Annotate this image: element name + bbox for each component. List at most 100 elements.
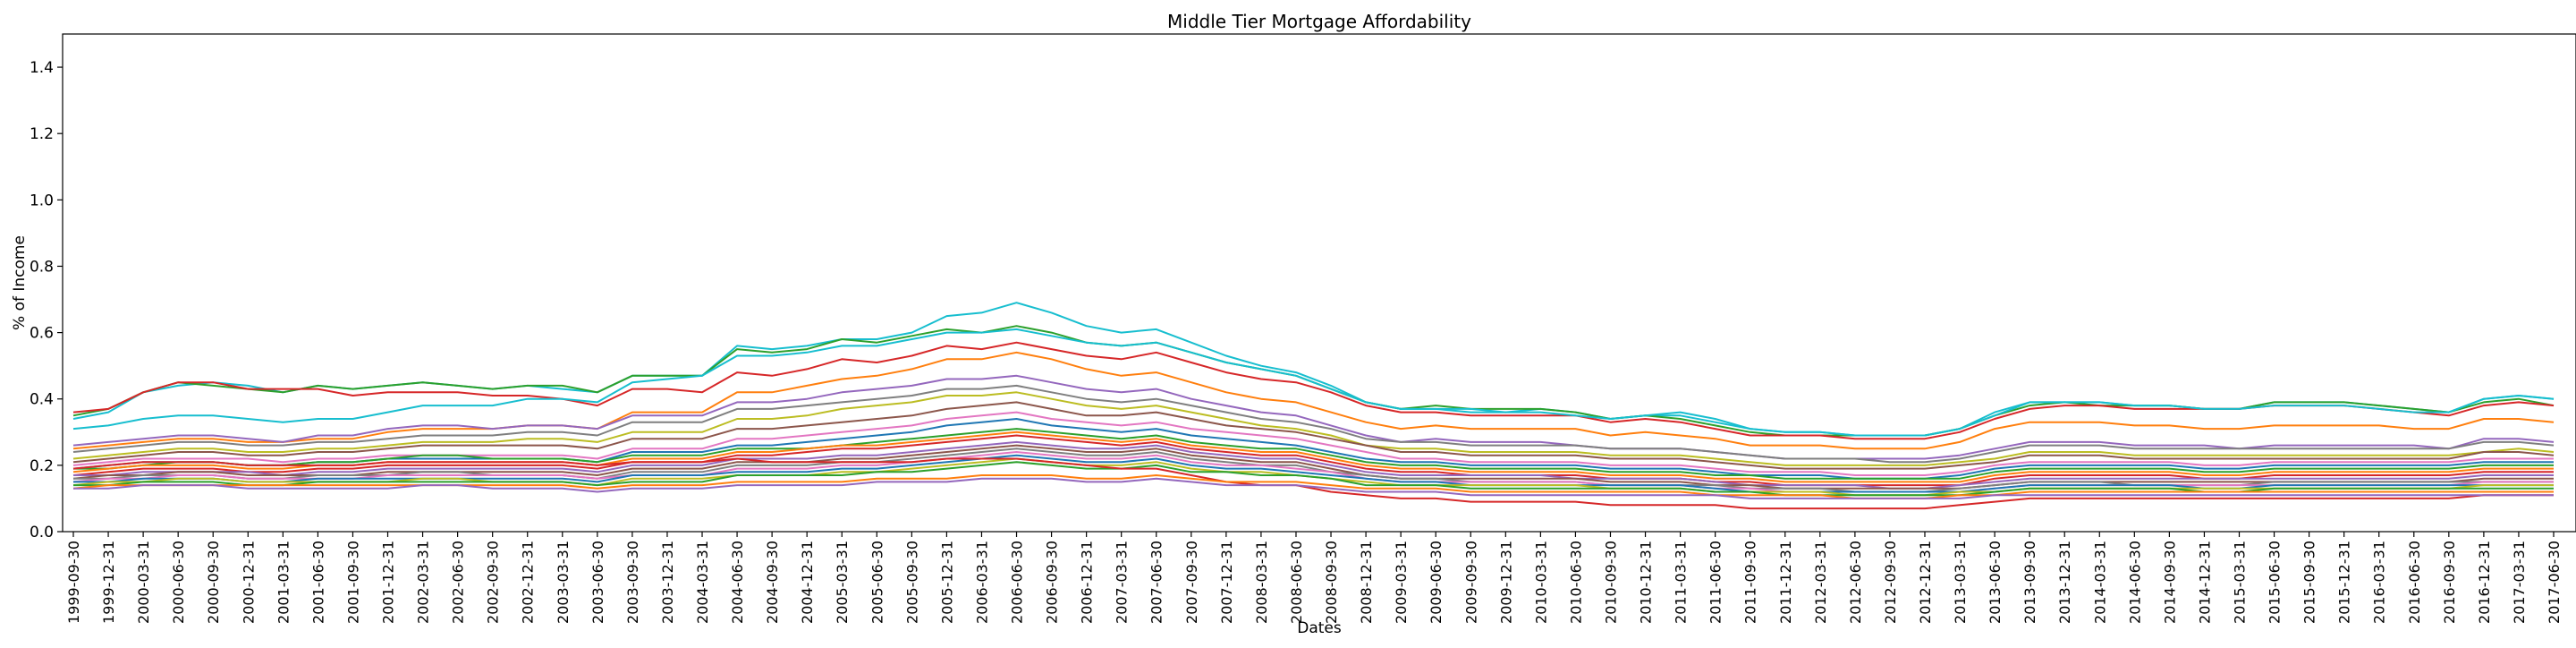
x-tick-label: 2010-06-30 [1567, 541, 1584, 624]
series-line-6 [72, 374, 2555, 460]
y-tick-label: 1.2 [30, 125, 54, 143]
y-tick-label: 0.4 [30, 391, 54, 409]
series-line-22 [72, 457, 2554, 510]
x-tick-label: 2005-03-31 [834, 541, 851, 624]
x-tick-label: 2004-06-30 [729, 541, 746, 624]
x-tick-label: 2012-03-31 [1812, 541, 1829, 624]
series-line-15 [73, 440, 2554, 490]
y-tick-label: 0.6 [30, 325, 54, 343]
x-tick-label: 2000-03-31 [135, 541, 152, 624]
series-line-2 [72, 325, 2555, 437]
x-tick-label: 2010-09-30 [1603, 541, 1620, 624]
x-tick-label: 2013-09-30 [2021, 541, 2038, 624]
x-tick-label: 2011-03-31 [1673, 541, 1690, 624]
x-tick-label: 2011-12-31 [1777, 541, 1794, 624]
x-tick-label: 2016-09-30 [2441, 541, 2458, 624]
x-tick-label: 2000-12-31 [240, 541, 257, 624]
x-tick-label: 2009-06-30 [1428, 541, 1445, 624]
series-layer [72, 302, 2555, 510]
x-tick-label: 2016-06-30 [2406, 541, 2423, 624]
x-tick-label: 2007-06-30 [1148, 541, 1165, 624]
x-tick-label: 1999-12-31 [100, 541, 117, 624]
x-tick-label: 2014-06-30 [2126, 541, 2143, 624]
series-line-21 [73, 461, 2554, 497]
x-tick-label: 2009-03-31 [1393, 541, 1410, 624]
x-tick-label: 2002-03-31 [415, 541, 432, 624]
x-tick-label: 1999-09-30 [65, 541, 82, 624]
series-line-9 [72, 401, 2555, 470]
x-tick-label: 2006-12-31 [1079, 541, 1096, 624]
x-tick-label: 2006-03-31 [974, 541, 991, 624]
x-axis: 1999-09-30 1999-12-31 2000-03-31 2000-06-30… [65, 532, 2563, 624]
x-tick-label: 2001-09-30 [345, 541, 362, 624]
plot-frame [62, 33, 2576, 533]
x-tick-label: 2012-12-31 [1917, 541, 1934, 624]
series-line-3 [72, 341, 2555, 440]
x-axis-label: Dates [1297, 619, 1342, 637]
series-line-1 [72, 302, 2555, 437]
x-tick-label: 2001-03-31 [275, 541, 292, 624]
x-tick-label: 2010-03-31 [1532, 541, 1549, 624]
x-tick-label: 2010-12-31 [1638, 541, 1655, 624]
x-tick-label: 2003-03-31 [555, 541, 572, 624]
y-tick-label: 0.0 [30, 524, 54, 541]
x-tick-label: 2017-03-31 [2511, 541, 2528, 624]
x-tick-label: 2004-03-31 [694, 541, 711, 624]
series-line-23 [72, 474, 2554, 499]
y-axis: 0.0 0.2 0.4 0.6 0.8 1.0 1.2 1.4 [30, 59, 63, 541]
chart-title: Middle Tier Mortgage Affordability [1167, 11, 1471, 32]
x-tick-label: 2015-12-31 [2336, 541, 2353, 624]
x-tick-label: 2007-09-30 [1183, 541, 1200, 624]
x-tick-label: 2007-03-31 [1114, 541, 1131, 624]
x-tick-label: 2005-12-31 [938, 541, 955, 624]
x-tick-label: 2005-06-30 [869, 541, 886, 624]
x-tick-label: 2003-09-30 [624, 541, 641, 624]
x-tick-label: 2008-06-30 [1288, 541, 1305, 624]
x-tick-label: 2012-09-30 [1882, 541, 1899, 624]
x-tick-label: 2001-12-31 [380, 541, 397, 624]
x-tick-label: 2014-12-31 [2196, 541, 2213, 624]
x-tick-label: 2000-09-30 [205, 541, 222, 624]
x-tick-label: 2014-03-31 [2091, 541, 2108, 624]
x-tick-label: 2001-06-30 [309, 541, 326, 624]
series-line-24 [73, 477, 2554, 499]
x-tick-label: 2008-12-31 [1358, 541, 1375, 624]
x-tick-label: 2000-06-30 [170, 541, 187, 624]
x-tick-label: 2017-06-30 [2546, 541, 2563, 624]
x-tick-label: 2015-03-31 [2232, 541, 2249, 624]
x-tick-label: 2002-09-30 [485, 541, 502, 624]
x-tick-label: 2004-09-30 [764, 541, 781, 624]
x-tick-label: 2009-12-31 [1497, 541, 1514, 624]
series-line-19 [73, 454, 2554, 493]
y-tick-label: 0.8 [30, 258, 54, 276]
y-tick-label: 1.0 [30, 192, 54, 209]
series-line-4 [72, 351, 2555, 450]
x-tick-label: 2008-09-30 [1323, 541, 1340, 624]
x-tick-label: 2006-06-30 [1009, 541, 1026, 624]
x-tick-label: 2003-12-31 [659, 541, 676, 624]
x-tick-label: 2012-06-30 [1847, 541, 1864, 624]
x-tick-label: 2014-09-30 [2161, 541, 2178, 624]
x-tick-label: 2013-06-30 [1987, 541, 2004, 624]
series-line-8 [72, 391, 2555, 466]
y-tick-label: 1.4 [30, 59, 54, 77]
x-tick-label: 2011-06-30 [1707, 541, 1724, 624]
x-tick-label: 2008-03-31 [1253, 541, 1270, 624]
x-tick-label: 2009-09-30 [1462, 541, 1479, 624]
x-tick-label: 2013-12-31 [2056, 541, 2073, 624]
x-tick-label: 2013-03-31 [1952, 541, 1969, 624]
x-tick-label: 2005-09-30 [903, 541, 920, 624]
y-tick-label: 0.2 [30, 457, 54, 475]
x-tick-label: 2007-12-31 [1218, 541, 1235, 624]
x-tick-label: 2016-03-31 [2371, 541, 2388, 624]
series-line-5 [72, 328, 2555, 437]
y-axis-label: % of Income [11, 235, 29, 330]
x-tick-label: 2002-12-31 [520, 541, 537, 624]
x-tick-label: 2015-06-30 [2267, 541, 2284, 624]
x-tick-label: 2015-09-30 [2301, 541, 2318, 624]
series-line-7 [72, 384, 2555, 464]
x-tick-label: 2002-06-30 [450, 541, 467, 624]
x-tick-label: 2016-12-31 [2476, 541, 2493, 624]
x-tick-label: 2006-09-30 [1044, 541, 1061, 624]
